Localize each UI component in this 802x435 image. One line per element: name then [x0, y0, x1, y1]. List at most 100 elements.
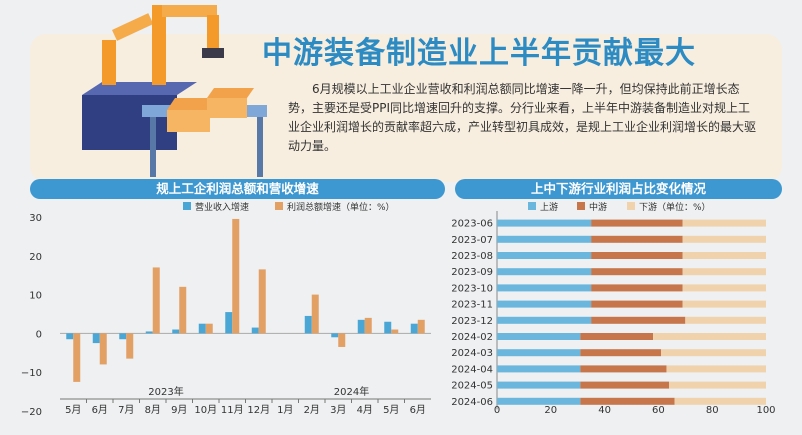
legend-swatch: [528, 202, 536, 210]
midstream-bar: [591, 284, 683, 292]
x-tick-label: 40: [598, 405, 611, 416]
midstream-bar: [580, 365, 667, 373]
midstream-bar: [591, 252, 683, 259]
downstream-bar: [682, 235, 766, 243]
x-tick-label: 2月: [304, 404, 320, 416]
midstream-bar: [580, 397, 675, 405]
profit-bar: [152, 267, 160, 334]
legend-label: 下游（单位：%）: [639, 201, 711, 213]
x-tick-label: 6月: [410, 404, 426, 416]
revenue-bar: [331, 333, 339, 338]
upstream-bar: [497, 252, 592, 259]
x-tick-label: 80: [706, 405, 719, 416]
downstream-bar: [682, 300, 766, 308]
x-tick-label: 12月: [247, 404, 270, 416]
revenue-bar: [119, 333, 127, 340]
legend-label: 利润总额增速（单位：%）: [287, 201, 395, 213]
upstream-bar: [497, 300, 592, 308]
downstream-bar: [682, 284, 766, 292]
midstream-bar: [580, 381, 670, 389]
y-tick-label: 2024-05: [451, 381, 493, 392]
downstream-bar: [666, 365, 766, 373]
box: [167, 110, 210, 132]
legend-swatch: [275, 202, 283, 210]
intro-paragraph: 6月规模以上工业企业营收和利润总额同比增速一降一升，但均保持此前正增长态势，主要…: [288, 82, 757, 153]
machine-base: [82, 95, 177, 150]
growth-bar-chart: 营业收入增速 利润总额增速（单位：%） 30 20 10 0 −10 −20 5月 6月 7月 8月 9…: [21, 201, 431, 418]
y-tick-label: 2023-10: [451, 283, 493, 294]
upstream-bar: [497, 235, 592, 243]
x-tick-label: 60: [652, 405, 665, 416]
revenue-bar: [172, 329, 180, 334]
robot-arm: [152, 5, 166, 85]
y-tick-label: 2023-11: [451, 300, 493, 311]
upstream-bar: [497, 219, 592, 227]
profit-bar: [73, 333, 81, 382]
x-tick-label: 0: [494, 405, 500, 416]
midstream-bar: [591, 219, 683, 227]
x-tick-label: 9月: [171, 404, 187, 416]
upstream-bar: [497, 268, 592, 276]
x-tick-label: 4月: [357, 404, 373, 416]
legend-swatch: [577, 202, 585, 210]
revenue-bar: [198, 323, 206, 334]
table-leg: [257, 117, 263, 177]
revenue-bar: [145, 331, 153, 334]
midstream-bar: [591, 316, 686, 324]
robot-arm: [207, 15, 219, 50]
legend-swatch: [627, 202, 635, 210]
x-tick-label: 6月: [92, 404, 108, 416]
table-leg: [150, 117, 156, 177]
robot-arm: [162, 5, 217, 17]
upstream-bar: [497, 284, 592, 292]
y-tick-label: 2024-03: [451, 348, 493, 359]
y-tick-label: 2024-04: [451, 364, 493, 375]
profit-bar: [205, 323, 213, 334]
x-tick-label: 5月: [65, 404, 81, 416]
upstream-bar: [497, 349, 581, 357]
y-tick-label: −20: [21, 407, 42, 418]
y-tick-label: 2023-06: [451, 219, 493, 230]
year-label: 2024年: [334, 385, 369, 398]
x-tick-label: 10月: [194, 404, 217, 416]
profit-bar: [338, 333, 346, 347]
profit-bar: [417, 319, 425, 334]
profit-bar: [258, 269, 266, 334]
y-tick-label: −10: [21, 368, 42, 379]
y-tick-label: 2023-08: [451, 251, 493, 262]
downstream-bar: [682, 268, 766, 276]
downstream-bar: [682, 219, 766, 227]
y-tick-label: 2023-07: [451, 235, 493, 246]
profit-bar: [126, 333, 134, 359]
profit-share-stacked-chart: 上游 中游 下游（单位：%） 2023-06 2023-07 2023-08 2023-09…: [451, 201, 775, 416]
x-tick-label: 3月: [330, 404, 346, 416]
profit-bar: [99, 333, 107, 365]
downstream-bar: [661, 349, 766, 357]
y-tick-label: 20: [29, 252, 42, 263]
x-tick-label: 7月: [118, 404, 134, 416]
revenue-bar: [304, 315, 312, 334]
legend-label: 中游: [589, 201, 607, 213]
right-chart-title: 上中下游行业利润占比变化情况: [455, 179, 782, 199]
y-tick-label: 2023-09: [451, 267, 493, 278]
revenue-bar: [357, 319, 365, 334]
y-tick-label: 30: [29, 213, 42, 224]
midstream-bar: [591, 300, 683, 308]
x-tick-label: 5月: [383, 404, 399, 416]
revenue-bar: [225, 312, 233, 334]
upstream-bar: [497, 333, 581, 340]
revenue-bar: [251, 327, 259, 334]
x-tick-label: 1月: [277, 404, 293, 416]
profit-bar: [391, 329, 399, 334]
revenue-bar: [92, 333, 100, 344]
x-tick-label: 11月: [221, 404, 244, 416]
upstream-bar: [497, 397, 581, 405]
upstream-bar: [497, 365, 581, 373]
x-tick-label: 8月: [145, 404, 161, 416]
downstream-bar: [674, 397, 766, 405]
y-tick-label: 2024-06: [451, 397, 493, 408]
downstream-bar: [669, 381, 766, 389]
factory-robot-illustration: [82, 5, 267, 177]
revenue-bar: [384, 321, 392, 334]
downstream-bar: [653, 333, 766, 340]
